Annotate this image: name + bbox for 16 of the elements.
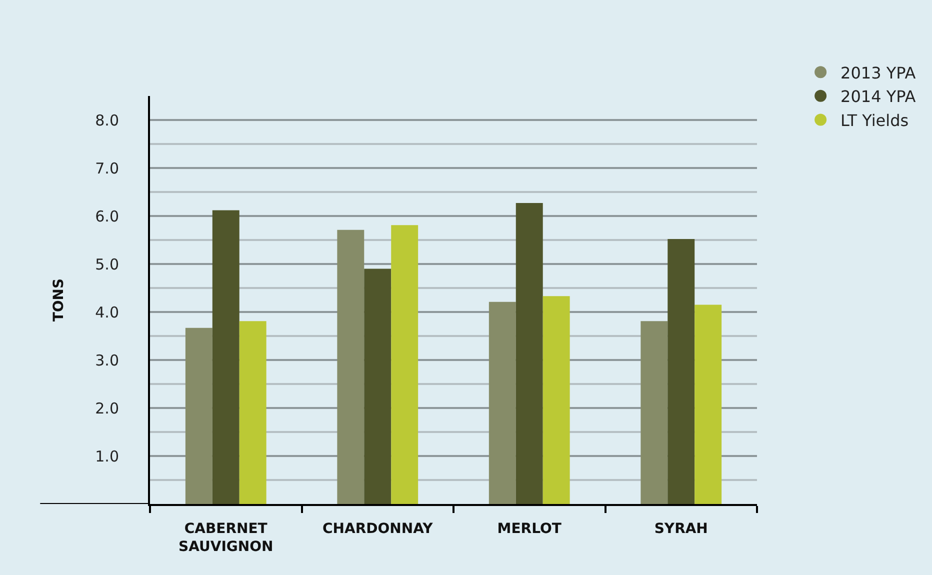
- x-tick-label: SYRAH: [654, 520, 708, 537]
- y-tick-label: 8.0: [95, 111, 119, 130]
- x-tick-label: MERLOT: [497, 520, 562, 537]
- legend-label: LT Yields: [840, 110, 909, 130]
- y-tick-label: 3.0: [95, 351, 119, 370]
- y-axis-title: TONS: [51, 278, 68, 322]
- x-tick-label: CHARDONNAY: [322, 520, 434, 537]
- x-tick-label: CABERNET SAUVIGNON: [178, 520, 274, 555]
- legend-label: 2013 YPA: [840, 63, 916, 82]
- y-tick-label: 1.0: [95, 447, 119, 466]
- y-tick-label: 2.0: [95, 399, 119, 418]
- legend-label: 2014 YPA: [840, 87, 916, 106]
- y-tick-label: 4.0: [95, 303, 119, 322]
- y-tick-label: 7.0: [95, 159, 119, 178]
- y-tick-label: 5.0: [95, 255, 119, 274]
- y-tick-label: 6.0: [95, 207, 119, 226]
